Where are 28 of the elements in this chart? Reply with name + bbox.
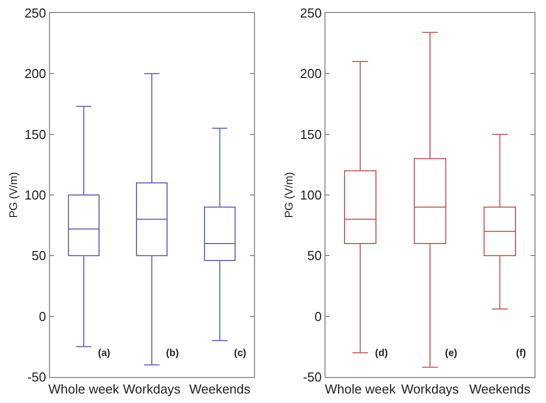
- y-tick-label: 50: [307, 248, 322, 264]
- y-tick-label: -50: [302, 370, 322, 385]
- y-tick-label: 200: [24, 66, 46, 82]
- x-tick-label: Whole week: [324, 382, 396, 397]
- x-tick-label: Workdays: [401, 382, 460, 397]
- annotation: (d): [375, 348, 388, 359]
- y-tick-label: 150: [300, 126, 322, 142]
- annotation: (b): [166, 348, 179, 359]
- x-tick-label: Weekends: [189, 382, 251, 397]
- x-tick-label: Weekends: [469, 382, 531, 397]
- y-axis-title: PG (V/m): [284, 172, 296, 218]
- annotation: (e): [445, 348, 458, 359]
- y-tick-label: 100: [300, 188, 322, 203]
- annotation: (c): [234, 348, 246, 359]
- y-tick-label: 50: [32, 248, 46, 264]
- y-tick-label: 0: [314, 308, 322, 324]
- y-tick-label: 100: [24, 188, 46, 203]
- y-tick-label: 0: [38, 308, 46, 324]
- y-tick-label: 150: [24, 126, 46, 142]
- y-tick-label: -50: [27, 370, 46, 385]
- y-tick-label: 250: [300, 6, 322, 21]
- y-tick-label: 200: [300, 66, 322, 82]
- y-tick-label: 250: [24, 6, 46, 21]
- x-tick-label: Workdays: [123, 382, 182, 397]
- annotation: (f): [516, 348, 526, 359]
- x-tick-label: Whole week: [48, 382, 120, 397]
- y-axis-title: PG (V/m): [8, 172, 20, 218]
- annotation: (a): [98, 348, 110, 359]
